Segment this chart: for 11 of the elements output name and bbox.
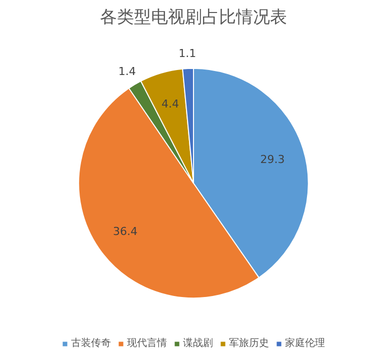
data-label: 4.4 xyxy=(161,98,179,111)
data-label: 1.1 xyxy=(178,46,196,60)
data-label: 36.4 xyxy=(113,224,138,238)
legend-label: 古装传奇 xyxy=(71,336,111,350)
legend-label: 谍战剧 xyxy=(183,336,213,350)
legend-label: 军旅历史 xyxy=(229,336,269,350)
data-label: 29.3 xyxy=(260,152,285,166)
legend-label: 现代言情 xyxy=(127,336,167,350)
legend-label: 家庭伦理 xyxy=(285,336,325,350)
chart-title: 各类型电视剧占比情况表 xyxy=(100,8,287,28)
data-label: 1.4 xyxy=(118,65,136,78)
